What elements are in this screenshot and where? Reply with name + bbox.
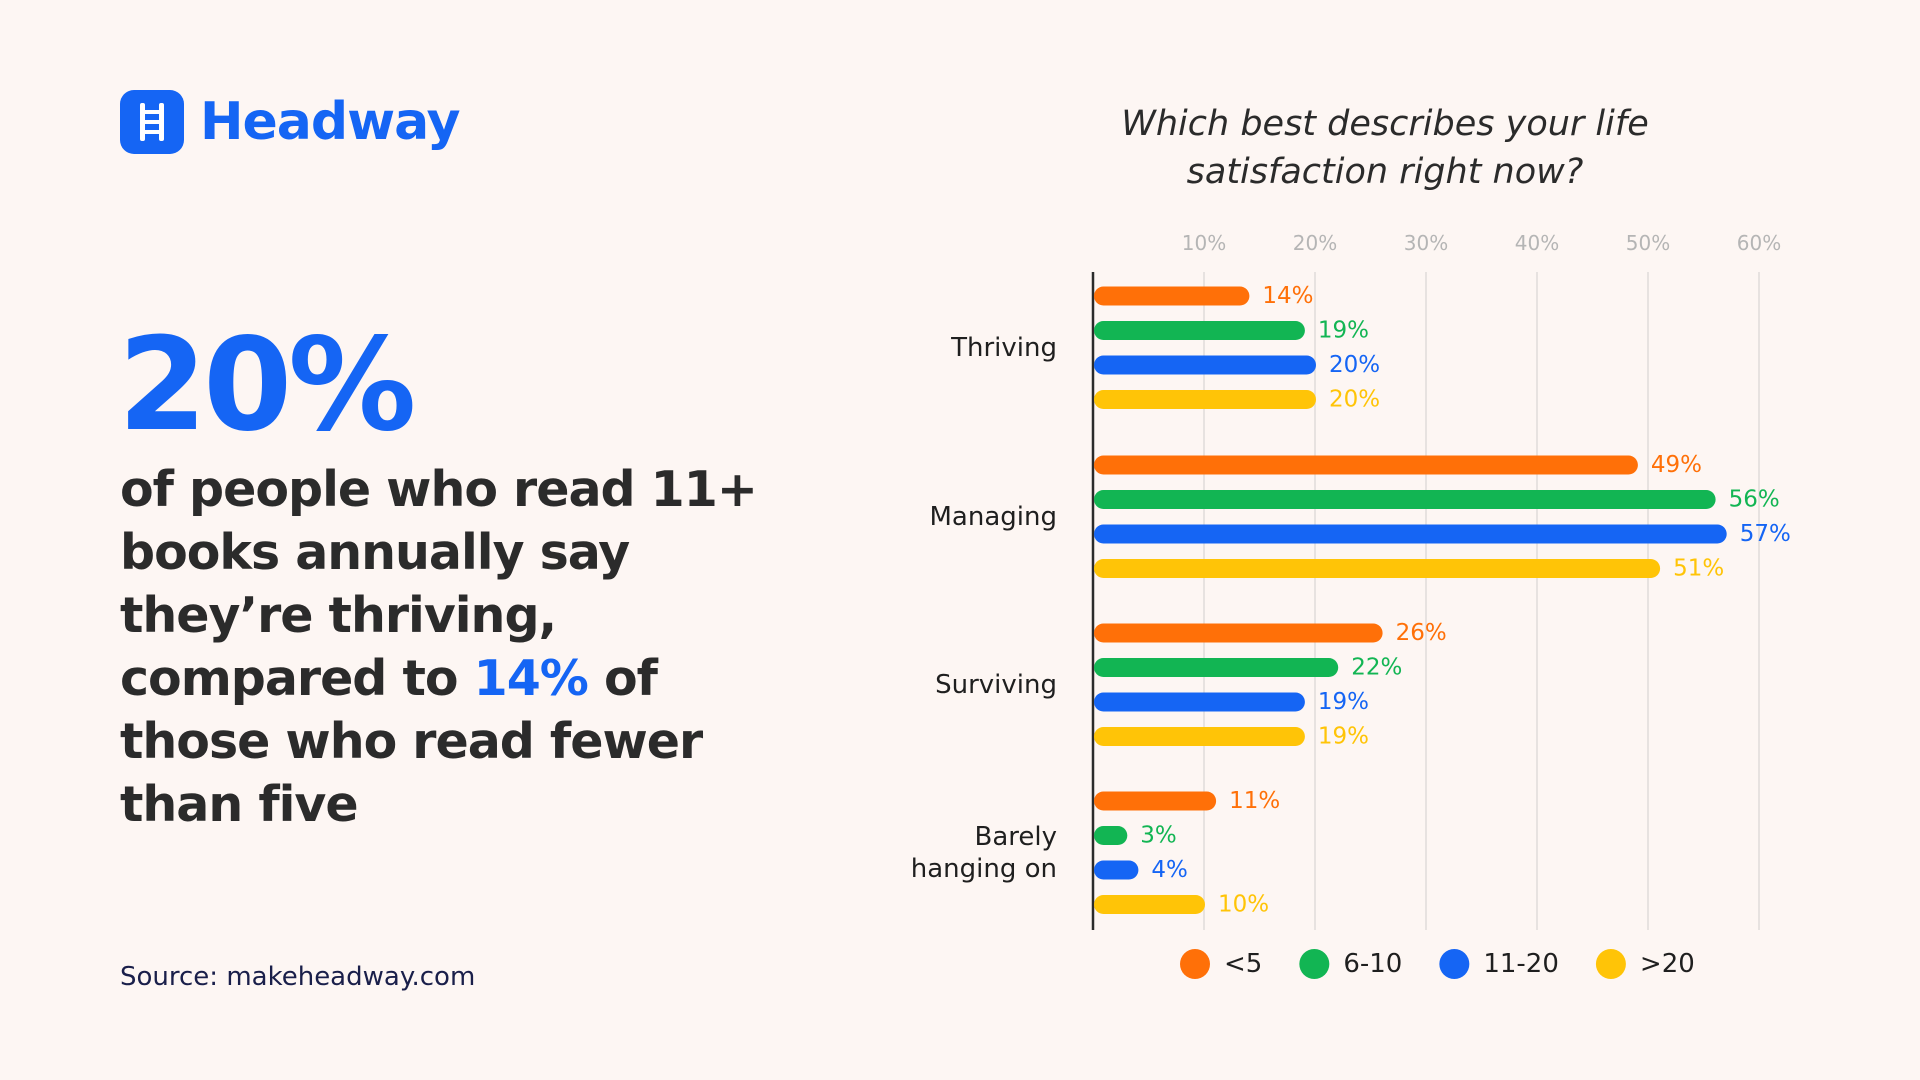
bar (1094, 455, 1638, 475)
data-label: 56% (1729, 487, 1780, 513)
bar (1094, 860, 1139, 880)
bar (1094, 390, 1316, 409)
data-label: 4% (1151, 857, 1188, 883)
statement-text: of people who read 11+ books annually sa… (120, 458, 820, 836)
data-label: 11% (1229, 788, 1280, 814)
brand-name: Headway (200, 92, 461, 152)
bar (1094, 286, 1250, 306)
data-label: 19% (1318, 689, 1369, 715)
bar (1094, 623, 1383, 643)
category-label: Barely (975, 822, 1058, 852)
data-label: 57% (1740, 521, 1791, 547)
data-label: 20% (1329, 387, 1380, 413)
bar (1094, 658, 1339, 677)
bar (1094, 321, 1305, 340)
x-tick-label: 20% (1293, 231, 1337, 255)
legend-label: 11-20 (1483, 949, 1559, 979)
x-tick-label: 40% (1515, 231, 1559, 255)
statement-highlight: 14% (473, 650, 589, 707)
bar (1094, 355, 1316, 375)
data-label: 19% (1318, 724, 1369, 750)
bar (1094, 791, 1217, 811)
data-label: 14% (1262, 283, 1313, 309)
legend-swatch (1180, 949, 1210, 979)
data-label: 20% (1329, 352, 1380, 378)
bar (1094, 826, 1128, 845)
legend-label: 6-10 (1343, 949, 1402, 979)
data-label: 3% (1140, 823, 1177, 849)
legend-swatch (1299, 949, 1330, 979)
data-label: 51% (1673, 556, 1724, 582)
bar (1094, 727, 1305, 746)
headline-stat: 20% (118, 311, 416, 460)
category-label: hanging on (911, 854, 1057, 884)
x-tick-label: 30% (1404, 231, 1448, 255)
x-tick-label: 50% (1626, 231, 1670, 255)
bar (1094, 895, 1205, 914)
data-label: 49% (1651, 452, 1702, 478)
bar (1094, 490, 1716, 509)
legend-swatch (1439, 949, 1470, 979)
data-label: 26% (1396, 620, 1447, 646)
data-label: 19% (1318, 318, 1369, 344)
statement-part-1: of people who read 11+ books annually sa… (120, 461, 758, 707)
category-label: Managing (930, 502, 1058, 532)
category-label: Surviving (935, 670, 1057, 700)
source-note: Source: makeheadway.com (120, 962, 476, 992)
category-label: Thriving (950, 333, 1057, 363)
data-label: 22% (1351, 655, 1402, 681)
legend-label: >20 (1640, 949, 1695, 979)
statement-part-2: of those who read fewer than five (120, 650, 703, 833)
bar (1094, 692, 1305, 712)
chart-title: Which best describes your life satisfact… (1121, 104, 1649, 192)
x-tick-label: 60% (1737, 231, 1781, 255)
bar (1094, 524, 1727, 544)
data-label: 10% (1218, 892, 1269, 918)
legend-swatch (1595, 949, 1626, 979)
bar (1094, 559, 1661, 578)
legend-label: <5 (1224, 949, 1262, 979)
ladder-icon (120, 90, 184, 154)
x-tick-label: 10% (1182, 231, 1226, 255)
brand-logo: Headway (120, 90, 461, 154)
